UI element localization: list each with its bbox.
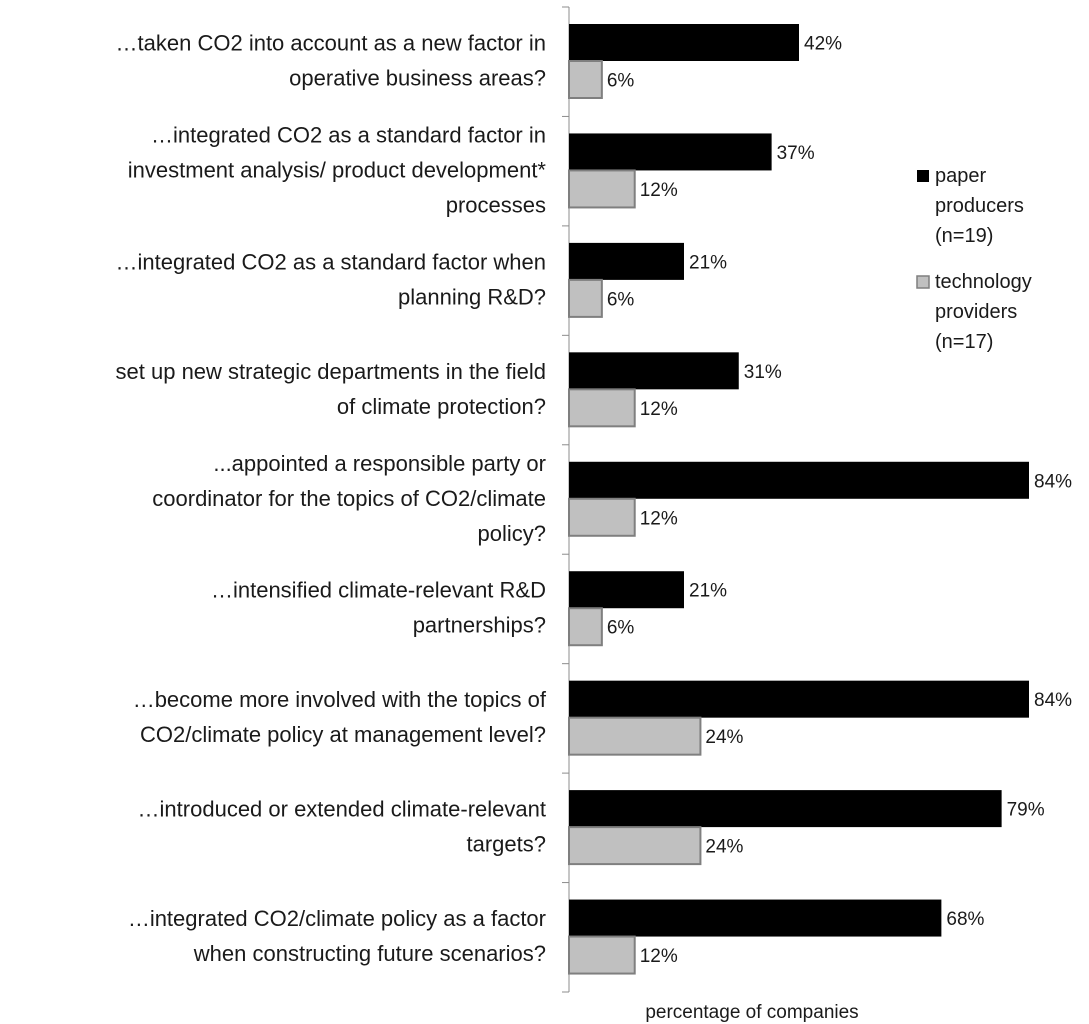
category-label: …become more involved with the topics of… <box>133 687 547 747</box>
data-label: 21% <box>689 252 727 273</box>
bar-technology-providers <box>568 935 636 975</box>
data-label: 21% <box>689 581 727 602</box>
data-label: 12% <box>640 399 678 420</box>
bar-technology-providers <box>568 60 603 99</box>
data-label: 6% <box>607 289 635 310</box>
data-label: 84% <box>1034 690 1072 711</box>
bar-technology-providers <box>568 169 636 209</box>
bars: 42% 6% 37% 12% 21% 6% 31% 12% 84% 12% 21% 6% 84% 24% 7… <box>568 24 1072 975</box>
legend-label-paper-producers: paper producers (n=19) <box>935 165 1024 247</box>
data-label: 68% <box>946 909 984 930</box>
bar-paper-producers <box>569 242 684 280</box>
data-label: 24% <box>705 837 743 858</box>
category-label: set up new strategic departments in the … <box>116 359 546 419</box>
data-label: 12% <box>640 180 678 201</box>
bar-technology-providers <box>568 388 636 428</box>
category-labels: …taken CO2 into account as a new factor … <box>116 31 547 967</box>
category-label: …integrated CO2/climate policy as a fact… <box>128 906 546 966</box>
category-label: …introduced or extended climate-relevant… <box>138 797 546 857</box>
bar-technology-providers <box>568 607 603 647</box>
data-label: 12% <box>640 508 678 529</box>
bar-paper-producers <box>569 352 739 390</box>
axis <box>562 6 570 993</box>
category-label: …intensified climate-relevant R&D partner… <box>211 578 546 638</box>
data-label: 12% <box>640 946 678 967</box>
legend: paper producers (n=19) technology providers(… <box>916 165 1032 353</box>
category-label: …integrated CO2 as a standard factor in i… <box>128 122 547 217</box>
legend-swatch-paper-producers <box>917 170 929 182</box>
category-label: …integrated CO2 as a standard factor whe… <box>116 249 546 309</box>
bar-paper-producers <box>569 133 772 171</box>
bar-paper-producers <box>569 571 684 609</box>
bar-paper-producers <box>569 680 1029 718</box>
bar-paper-producers <box>569 899 942 937</box>
category-label: …taken CO2 into account as a new factor … <box>116 31 546 91</box>
legend-label-technology-providers: technology providers (n=17) <box>935 271 1032 353</box>
bar-technology-providers <box>568 716 702 756</box>
data-label: 31% <box>744 362 782 383</box>
data-label: 42% <box>804 34 842 55</box>
data-label: 6% <box>607 71 635 92</box>
x-axis-label: percentage of companies <box>645 1002 858 1023</box>
bar-technology-providers <box>568 497 636 537</box>
category-label: ...appointed a responsible party or coord… <box>152 451 546 546</box>
data-label: 84% <box>1034 471 1072 492</box>
data-label: 79% <box>1007 800 1045 821</box>
bar-paper-producers <box>569 461 1029 499</box>
data-label: 24% <box>705 727 743 748</box>
data-label: 6% <box>607 618 635 639</box>
legend-swatch-technology-providers <box>916 275 930 289</box>
data-label: 37% <box>777 143 815 164</box>
bar-paper-producers <box>569 790 1002 828</box>
bar-technology-providers <box>568 278 603 318</box>
bar-technology-providers <box>568 826 702 866</box>
bar-paper-producers <box>569 24 799 61</box>
